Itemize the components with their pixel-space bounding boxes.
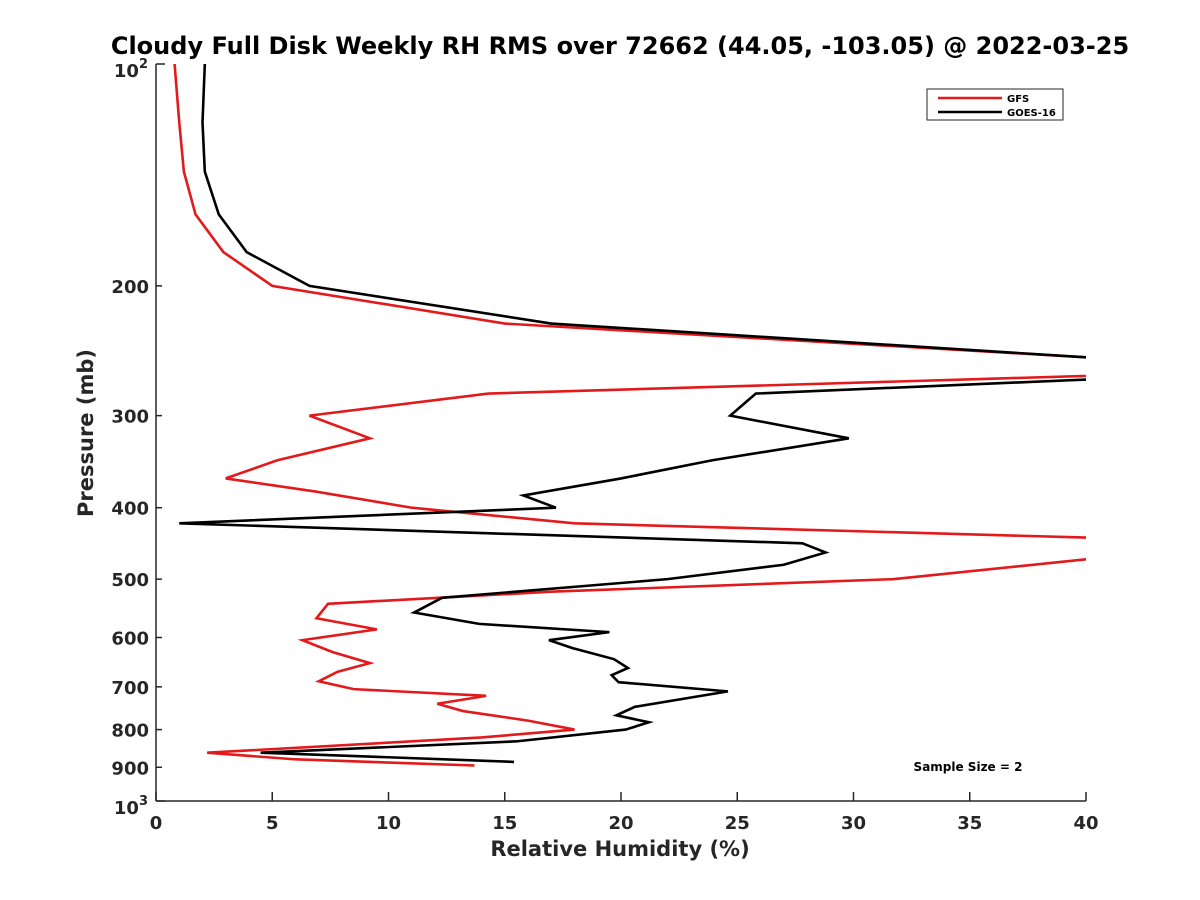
x-tick-label: 0 <box>150 813 163 834</box>
legend-items: GFS GOES-16 <box>938 94 1056 119</box>
x-tick-label: 40 <box>1073 813 1098 834</box>
y-axis-label: Pressure (mb) <box>74 349 98 517</box>
series-line-goes-16 <box>179 64 1086 764</box>
y-tick-label: 600 <box>111 628 149 649</box>
legend-box <box>926 88 1064 121</box>
sample-size-annotation: Sample Size = 2 <box>914 760 1023 774</box>
x-axis-ticks: 0 5 10 15 20 25 30 35 40 <box>150 792 1099 834</box>
x-tick-label: 5 <box>266 813 279 834</box>
x-tick-label: 35 <box>957 813 982 834</box>
x-tick-label: 10 <box>376 813 401 834</box>
legend: GFS GOES-16 <box>926 88 1064 121</box>
x-tick-label: 25 <box>725 813 750 834</box>
y-tick-label: 700 <box>111 678 149 699</box>
chart-title: Cloudy Full Disk Weekly RH RMS over 7266… <box>111 32 1129 60</box>
y-tick-label: 800 <box>111 721 149 742</box>
y-tick-label-base: 10 <box>114 798 139 819</box>
plot-area <box>156 64 1086 801</box>
y-tick-label-base: 10 <box>114 61 139 82</box>
y-tick-label-exponent: 3 <box>139 794 148 809</box>
x-axis-label: Relative Humidity (%) <box>490 837 749 861</box>
legend-label: GFS <box>1007 94 1029 105</box>
x-tick-label: 20 <box>608 813 633 834</box>
y-tick-label: 500 <box>111 570 149 591</box>
legend-label: GOES-16 <box>1007 108 1056 119</box>
y-tick-label: 900 <box>111 758 149 779</box>
y-tick-label: 400 <box>111 499 149 520</box>
y-tick-label: 300 <box>111 407 149 428</box>
y-tick-label-exponent: 2 <box>139 57 148 72</box>
x-tick-label: 30 <box>841 813 866 834</box>
y-tick-label: 103 <box>114 794 148 819</box>
y-tick-label: 102 <box>114 57 148 82</box>
series-line-gfs <box>173 64 1086 767</box>
series-layer <box>173 64 1086 767</box>
x-tick-label: 15 <box>492 813 517 834</box>
y-tick-label: 200 <box>111 277 149 298</box>
